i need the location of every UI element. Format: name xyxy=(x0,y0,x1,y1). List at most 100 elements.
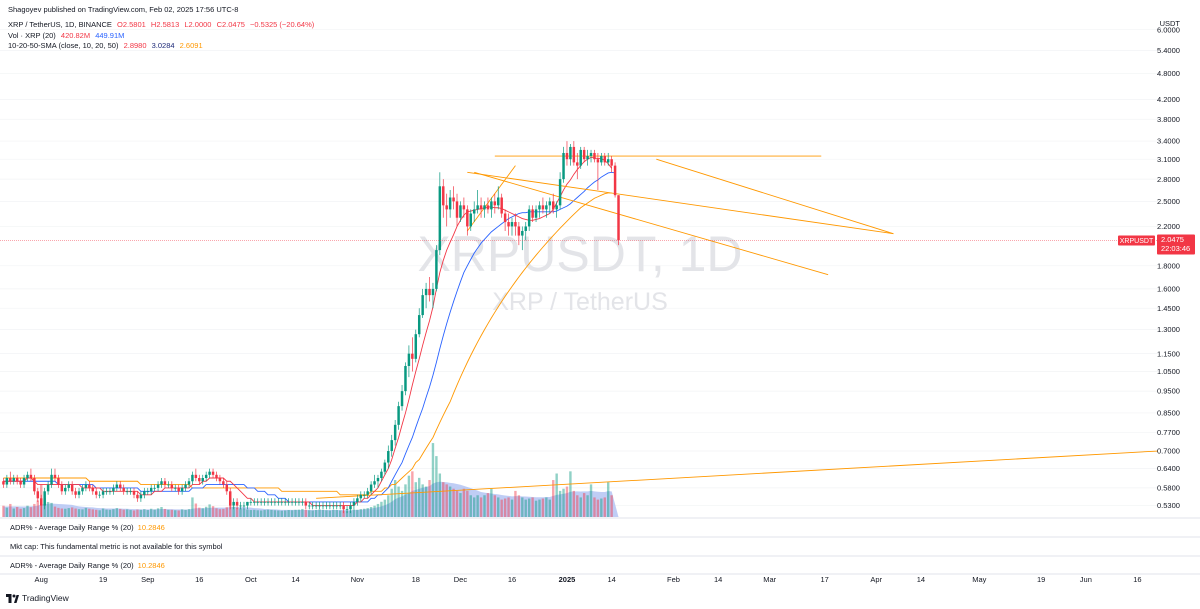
candle-body xyxy=(156,484,160,488)
candle-body xyxy=(2,481,5,485)
candle-body xyxy=(521,230,524,236)
volume-bar xyxy=(493,495,497,517)
symbol-name[interactable]: XRP / TetherUS, 1D, BINANCE xyxy=(8,20,112,29)
volume-bar xyxy=(242,508,246,517)
currency-label[interactable]: USDT xyxy=(1159,19,1180,28)
candle-body xyxy=(290,501,294,503)
volume-bar xyxy=(74,508,77,517)
volume-bar xyxy=(572,490,576,517)
trendlines[interactable] xyxy=(316,155,1159,499)
candle-body xyxy=(98,494,101,496)
mktcap-pane-label: Mkt cap: This fundamental metric is not … xyxy=(10,542,223,551)
volume-bar xyxy=(328,510,332,517)
candle-body xyxy=(215,474,218,479)
x-tick-label: Jun xyxy=(1080,575,1092,584)
candle-body xyxy=(119,484,122,488)
adr-pane-1-legend[interactable]: ADR% - Average Daily Range % (20) 10.2846 xyxy=(10,523,165,532)
volume-bar xyxy=(352,509,356,517)
sma-legend[interactable]: 10-20-50-SMA (close, 10, 20, 50) 2.8980 … xyxy=(8,41,206,50)
volume-bar xyxy=(22,508,26,517)
candle-body xyxy=(53,474,57,479)
symbol-legend[interactable]: XRP / TetherUS, 1D, BINANCE O2.5801 H2.5… xyxy=(8,20,317,29)
volume-bar xyxy=(284,510,287,517)
ohlc-high: H2.5813 xyxy=(150,20,180,29)
candle-body xyxy=(414,334,418,359)
candle-body xyxy=(545,205,548,210)
tradingview-logo[interactable]: TradingView xyxy=(6,593,69,603)
sma50-value: 2.6091 xyxy=(179,41,203,50)
candle-body xyxy=(273,501,277,503)
volume-legend[interactable]: Vol · XRP (20) 420.82M 449.91M xyxy=(8,31,127,40)
volume-bar xyxy=(29,507,33,517)
candle-body xyxy=(417,315,421,335)
volume-bar xyxy=(448,486,452,517)
adr-pane-2-value: 10.2846 xyxy=(137,561,165,570)
volume-label[interactable]: Vol · XRP (20) xyxy=(8,31,56,40)
volume-bar xyxy=(287,510,290,517)
adr-pane-2-legend[interactable]: ADR% - Average Daily Range % (20) 10.2846 xyxy=(10,561,165,570)
trendline xyxy=(467,171,894,235)
candle-body xyxy=(43,491,46,506)
volume-bar xyxy=(400,490,404,517)
volume-bar xyxy=(125,509,129,517)
volume-bar xyxy=(290,510,294,517)
volume-bar xyxy=(555,473,558,517)
candle-body xyxy=(376,478,380,482)
candle-body xyxy=(88,484,91,488)
candle-body xyxy=(5,478,9,485)
y-tick-label: 1.3000 xyxy=(1157,325,1180,334)
volume-bar xyxy=(531,497,534,517)
volume-bar xyxy=(603,497,606,517)
volume-bar xyxy=(514,490,517,517)
trendline xyxy=(656,158,894,235)
candle-body xyxy=(431,288,435,296)
volume-bar xyxy=(387,495,390,517)
candle-body xyxy=(149,487,153,492)
volume-bar xyxy=(483,495,486,517)
candle-body xyxy=(483,205,486,210)
mktcap-pane-legend[interactable]: Mkt cap: This fundamental metric is not … xyxy=(10,542,222,551)
volume-bar xyxy=(208,504,211,517)
x-tick-label: 14 xyxy=(714,575,722,584)
sma-label[interactable]: 10-20-50-SMA (close, 10, 20, 50) xyxy=(8,41,119,50)
candle-body xyxy=(469,213,472,227)
volume-bar xyxy=(345,510,349,517)
volume-bar xyxy=(366,508,369,517)
candle-body xyxy=(342,505,345,510)
volume-bar xyxy=(376,503,380,517)
volume-bar xyxy=(596,499,600,517)
price-axis[interactable]: 6.0000 5.4000 4.8000 4.2000 3.8000 3.4000 3.10… xyxy=(1157,25,1180,510)
volume-bar xyxy=(170,509,174,517)
volume-bar xyxy=(246,509,249,517)
volume-bar xyxy=(129,510,132,517)
volume-bar xyxy=(46,501,50,517)
candle-body xyxy=(277,501,280,503)
volume-bar xyxy=(459,493,462,517)
candle-body xyxy=(345,509,349,511)
candle-body xyxy=(19,481,22,485)
volume-bar xyxy=(397,486,400,517)
candle-body xyxy=(242,505,246,507)
candle-body xyxy=(452,197,455,202)
sma50-line xyxy=(3,192,612,496)
candle-body xyxy=(15,478,19,482)
volume-bar xyxy=(308,510,311,517)
time-axis[interactable]: Aug 19 Sep 16 Oct 14 Nov 18 Dec 16 2025 14 Feb 14 Mar 1… xyxy=(35,575,1142,584)
candle-body xyxy=(459,205,462,218)
volume-bar xyxy=(143,509,146,517)
price-tag-symbol: XRPUSDT xyxy=(1120,238,1154,245)
candle-body xyxy=(369,484,373,492)
candle-body xyxy=(259,501,263,503)
candle-body xyxy=(187,481,191,485)
candle-body xyxy=(163,481,167,485)
x-tick-label: Dec xyxy=(454,575,468,584)
candle-body xyxy=(486,205,490,210)
volume-bar xyxy=(380,501,383,517)
volume-bar xyxy=(576,495,579,517)
volume-bar xyxy=(297,509,301,517)
candle-body xyxy=(12,478,15,482)
candle-body xyxy=(335,505,338,507)
y-tick-label: 0.5300 xyxy=(1157,501,1180,510)
x-tick-label: Aug xyxy=(35,575,48,584)
